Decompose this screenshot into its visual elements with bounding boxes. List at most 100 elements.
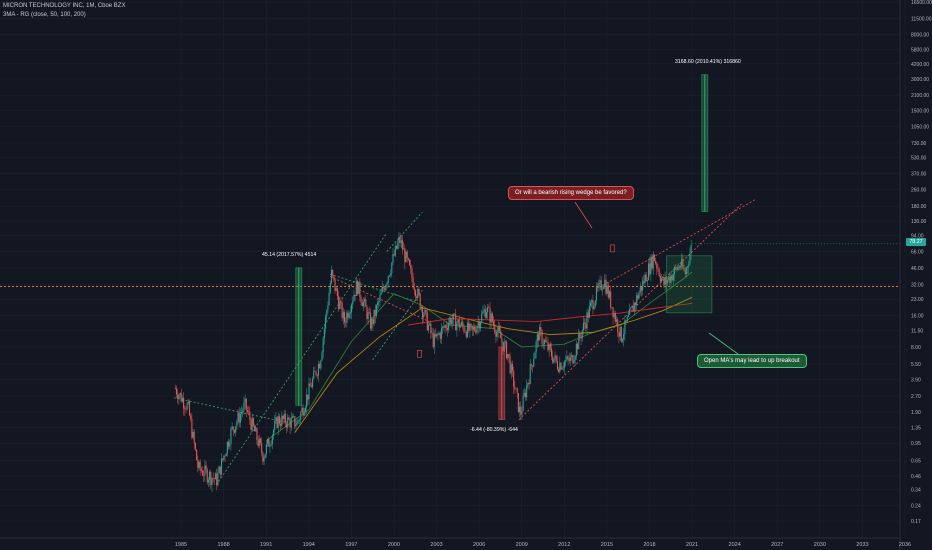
candle-body (436, 333, 438, 337)
candle-body (192, 431, 194, 438)
candle-body (678, 266, 680, 268)
candle-body (677, 266, 679, 270)
candle-body (309, 383, 311, 387)
y-tick-label: 260.00 (911, 188, 927, 194)
candle-body (448, 322, 450, 330)
candle-body (462, 321, 464, 326)
candle-body (268, 439, 270, 447)
candle-body (203, 475, 205, 476)
candle-body (348, 314, 350, 318)
candle-body (498, 327, 501, 332)
callout-pointers (574, 201, 739, 355)
candle-body (560, 362, 562, 370)
candle-body (475, 330, 477, 333)
candle-body (341, 302, 343, 319)
candle-body (510, 364, 512, 374)
candle-body (502, 341, 504, 351)
x-tick-label: 2015 (601, 542, 613, 548)
candle-body (232, 426, 234, 430)
wedge-callout[interactable]: Or will a bearish rising wedge be favore… (508, 186, 634, 200)
candle-body (540, 327, 542, 331)
candle-body (258, 438, 260, 446)
candle-body (393, 254, 395, 256)
candle-body (295, 424, 297, 427)
y-tick-label: 1.35 (911, 425, 921, 431)
candle-body (663, 276, 665, 285)
candle-body (547, 342, 549, 351)
candle-body (503, 341, 505, 351)
candle-body (573, 360, 575, 364)
y-tick-label: 0.17 (911, 519, 921, 525)
candle-body (399, 236, 401, 243)
candle-body (449, 317, 451, 323)
candle-body (339, 301, 341, 309)
candle-body (237, 412, 239, 422)
y-tick-label: 730.00 (911, 141, 927, 147)
candle-body (485, 312, 488, 318)
candle-body (511, 364, 514, 371)
y-tick-label: 16.00 (911, 314, 924, 320)
candlesticks (174, 232, 692, 493)
candle-body (336, 288, 338, 297)
candle-body (633, 302, 635, 312)
time-axis[interactable]: 1985 1988 1991 1994 1997 2000 2003 2006 2009 2012… (0, 537, 911, 548)
candle-body (625, 320, 627, 322)
candle-body (432, 332, 434, 348)
candle-body (508, 353, 510, 357)
candle-body (440, 327, 443, 339)
candle-body (401, 240, 404, 250)
candle-body (325, 316, 327, 329)
candle-body (261, 443, 263, 453)
candle-body (198, 461, 200, 468)
x-tick-label: 2009 (516, 542, 528, 548)
y-tick-label: 5800.00 (911, 47, 929, 53)
candle-body (382, 287, 385, 289)
candle-body (476, 326, 478, 333)
candle-body (263, 458, 265, 462)
candle-body (377, 302, 379, 306)
candle-body (242, 410, 244, 413)
breakout-callout[interactable]: Open MA's may lead to up breakout (697, 354, 807, 368)
candle-body (513, 370, 515, 387)
candle-body (650, 256, 652, 275)
candle-body (315, 371, 317, 376)
candle-body (419, 294, 421, 309)
candle-body (559, 362, 561, 372)
candle-body (539, 327, 541, 341)
candle-body (684, 270, 686, 275)
candle-body (653, 254, 655, 262)
x-tick-label: 2030 (814, 542, 826, 548)
candle-body (222, 458, 224, 460)
candle-body (308, 383, 310, 400)
breakout-callout-pointer (708, 332, 739, 355)
candle-body (497, 327, 499, 332)
candle-body (259, 438, 262, 444)
candle-body (300, 412, 302, 420)
candle-body (526, 385, 528, 398)
candle-body (180, 392, 182, 402)
candle-body (294, 416, 296, 427)
candle-body (385, 284, 387, 291)
y-tick-label: 0.65 (911, 458, 921, 464)
candle-body (599, 280, 601, 283)
candle-body (243, 402, 245, 411)
candle-body (312, 378, 314, 388)
y-tick-label: 530.00 (911, 155, 927, 161)
candle-body (445, 325, 447, 329)
candle-body (365, 299, 367, 307)
candle-body (269, 445, 271, 447)
y-tick-label: 0.24 (911, 503, 921, 509)
candle-body (188, 401, 191, 416)
candle-body (297, 420, 299, 422)
candle-body (613, 313, 615, 318)
candle-body (453, 313, 456, 315)
candle-body (430, 323, 432, 334)
candle-body (474, 327, 476, 331)
candle-body (194, 443, 196, 450)
candle-body (361, 302, 363, 307)
candle-body (244, 398, 246, 403)
price-axis[interactable]: 16500.00 11500.00 8000.00 5800.00 4200.00 300… (899, 0, 932, 550)
candle-body (212, 478, 214, 479)
candle-body (387, 276, 389, 283)
